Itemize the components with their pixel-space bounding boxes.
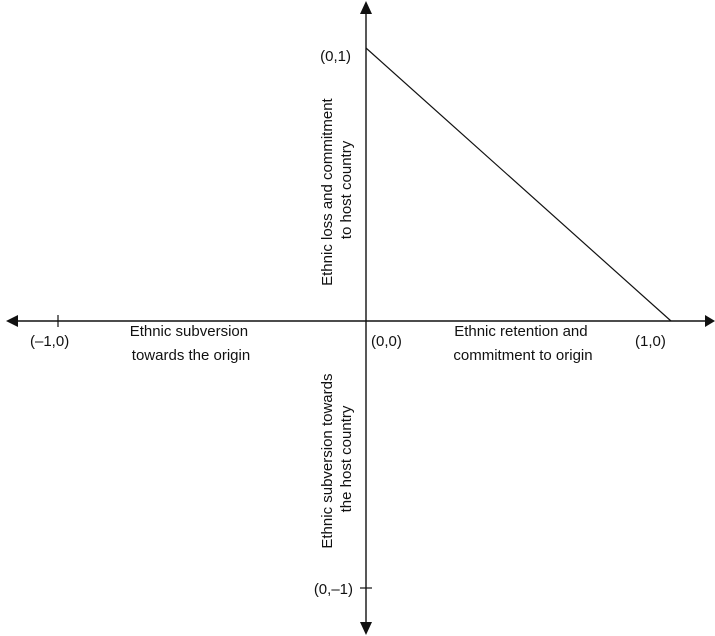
left-arrow-icon <box>6 315 18 327</box>
point-label-origin: (0,0) <box>371 333 402 350</box>
point-label-bottom: (0,–1) <box>314 581 353 598</box>
axis-label-negative-x-line-1: Ethnic subversion <box>130 323 248 340</box>
point-label-top: (0,1) <box>320 48 351 65</box>
up-arrow-icon <box>360 1 372 14</box>
axis-label-positive-x-line-2: commitment to origin <box>453 347 592 364</box>
axis-label-positive-x-line-1: Ethnic retention and <box>454 323 587 340</box>
axis-label-positive-x: Ethnic retention and commitment to origi… <box>453 323 592 364</box>
axis-label-negative-x-line-2: towards the origin <box>132 347 250 364</box>
axis-label-positive-y-line-2: to host country <box>338 140 355 239</box>
point-label-left: (–1,0) <box>30 333 69 350</box>
trade-off-line <box>365 47 672 322</box>
axis-label-positive-y-line-1: Ethnic loss and commitment <box>319 97 336 285</box>
point-label-right: (1,0) <box>635 333 666 350</box>
axis-label-negative-y: Ethnic subversion towards the host count… <box>319 369 355 548</box>
axis-label-positive-y: Ethnic loss and commitment to host count… <box>319 94 355 286</box>
down-arrow-icon <box>360 622 372 635</box>
axis-label-negative-x: Ethnic subversion towards the origin <box>130 323 253 364</box>
axis-label-negative-y-line-2: the host country <box>338 405 355 512</box>
right-arrow-icon <box>705 315 715 327</box>
axis-label-negative-y-line-1: Ethnic subversion towards <box>319 374 336 549</box>
